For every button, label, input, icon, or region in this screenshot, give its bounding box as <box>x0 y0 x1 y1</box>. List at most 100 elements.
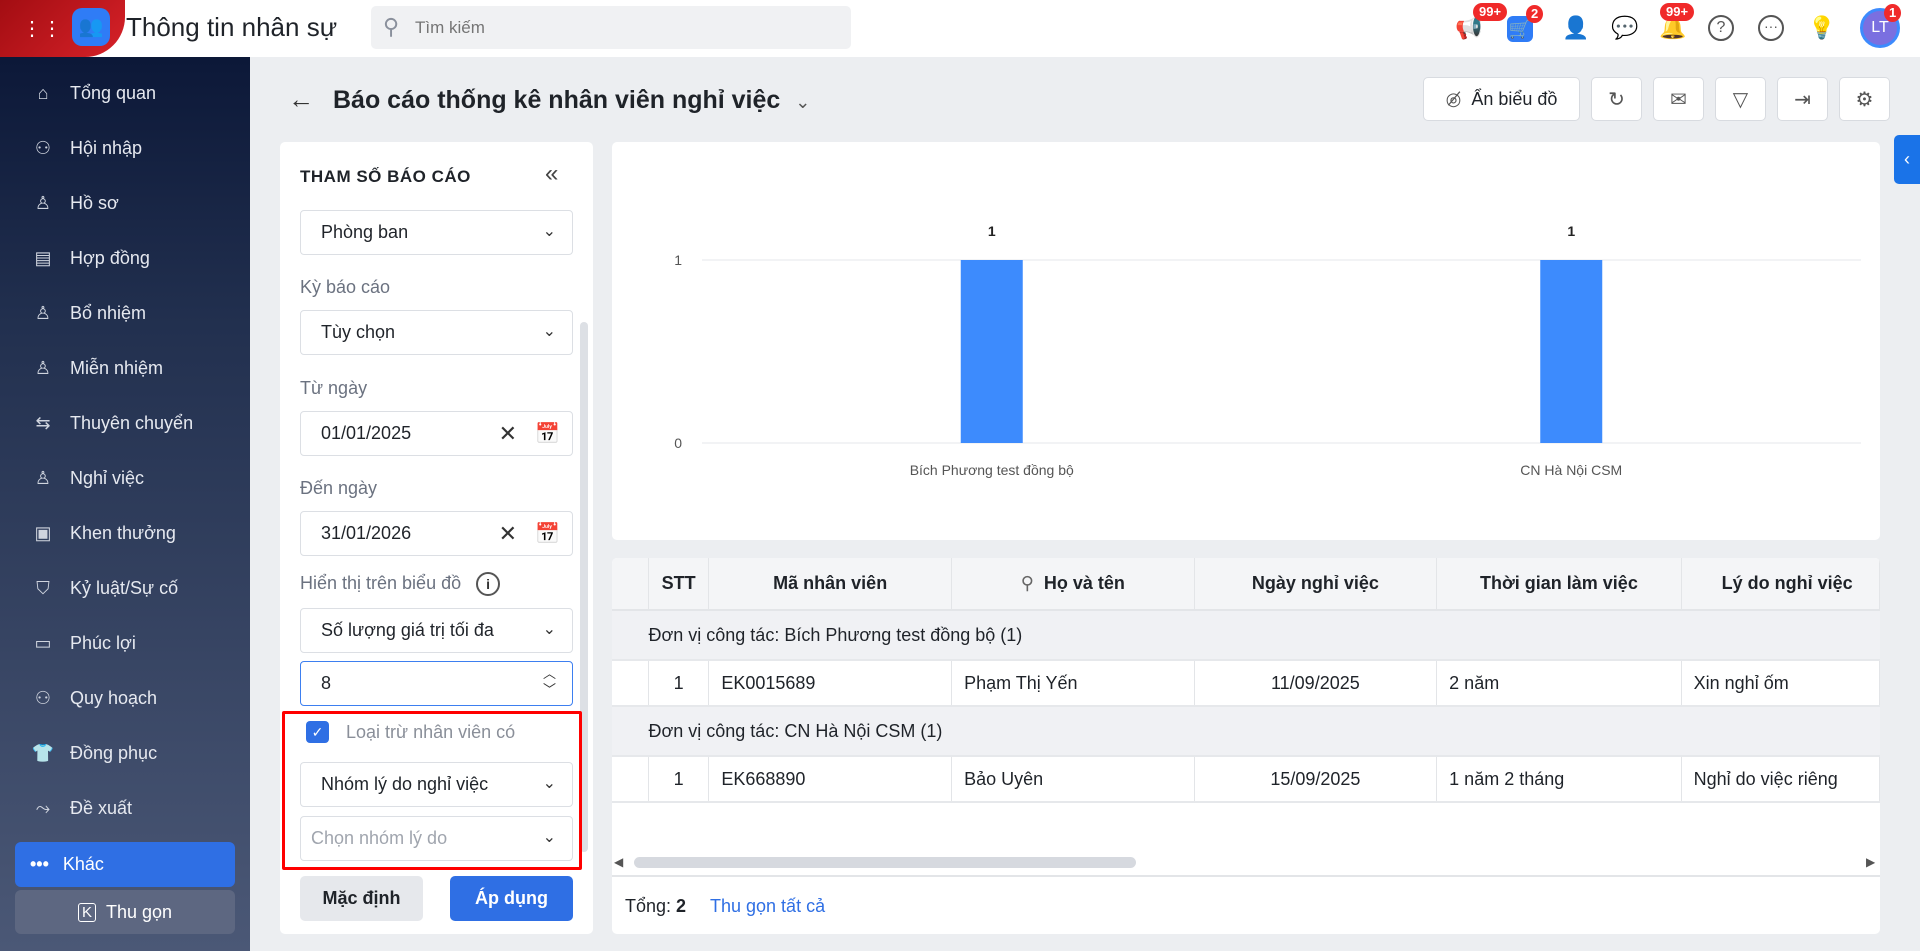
idea-book-icon[interactable]: 💡 <box>1808 15 1836 40</box>
settings-button[interactable]: ⚙ <box>1839 77 1890 121</box>
award-icon: ▣ <box>34 522 52 543</box>
chevron-down-icon[interactable]: ⌄ <box>795 92 811 112</box>
calendar-icon[interactable]: 📅 <box>535 423 560 445</box>
email-button[interactable]: ✉ <box>1653 77 1704 121</box>
more-icon[interactable]: ··· <box>1758 15 1784 41</box>
default-button[interactable]: Mặc định <box>300 876 423 921</box>
sidebar-item-6[interactable]: ⇆ Thuyên chuyển <box>0 398 250 448</box>
sidebar-item-label: Hồ sơ <box>70 192 119 213</box>
data-label: 1 <box>1567 223 1575 239</box>
sidebar-item-7[interactable]: ♙ Nghỉ việc <box>0 453 250 503</box>
chevron-down-icon: ⌄ <box>542 829 556 846</box>
sidebar-item-label: Đề xuất <box>70 797 133 818</box>
pin-icon[interactable]: ⚲ <box>1020 573 1034 593</box>
table-cell: EK0015689 <box>708 660 953 707</box>
group-row[interactable]: Đơn vị công tác: Bích Phương test đồng b… <box>612 610 1880 661</box>
sidebar-item-1[interactable]: ⚇ Hội nhập <box>0 123 250 173</box>
mail-icon: ✉ <box>1670 88 1687 111</box>
calendar-icon[interactable]: 📅 <box>535 523 560 545</box>
column-header[interactable]: Mã nhân viên <box>708 558 953 611</box>
refresh-button[interactable]: ↻ <box>1591 77 1642 121</box>
document-icon: ▤ <box>34 247 52 268</box>
cart-icon[interactable]: 🛒 <box>1507 16 1533 42</box>
sidebar-item-more[interactable]: ••• Khác <box>15 842 235 887</box>
add-user-icon[interactable]: 👤 <box>1562 15 1590 40</box>
column-header[interactable]: Lý do nghỉ việc <box>1681 558 1880 611</box>
total-count: Tổng: 2 <box>625 896 687 916</box>
table-row[interactable]: 1 EK0015689 Phạm Thị Yến 11/09/2025 2 năm Xin… <box>612 660 1880 707</box>
sidebar-item-0[interactable]: ⌂ Tổng quan <box>0 68 250 118</box>
table-cell: 11/09/2025 <box>1194 660 1438 707</box>
table-cell: 1 <box>648 660 710 707</box>
sidebar-item-12[interactable]: 👕 Đồng phục <box>0 728 250 778</box>
reason-group-select[interactable]: Chọn nhóm lý do ⌄ <box>300 816 573 861</box>
collapse-sidebar-button[interactable]: K Thu gọn <box>15 890 235 934</box>
column-header[interactable]: Thời gian làm việc <box>1436 558 1682 611</box>
chat-icon[interactable]: 💬 <box>1611 15 1639 40</box>
scroll-right-icon[interactable]: ▶ <box>1866 855 1876 869</box>
to-date-input[interactable]: 31/01/2026 ✕ 📅 <box>300 511 573 556</box>
bar <box>960 260 1023 443</box>
avatar[interactable]: LT <box>1860 8 1900 48</box>
group-row[interactable]: Đơn vị công tác: CN Hà Nội CSM (1) <box>612 706 1880 757</box>
hide-chart-button[interactable]: ◎̸ Ẩn biểu đồ <box>1423 77 1580 121</box>
column-header[interactable]: Ngày nghỉ việc <box>1194 558 1438 611</box>
sidebar-item-label: Quy hoạch <box>70 687 158 708</box>
period-select[interactable]: Tùy chọn ⌄ <box>300 310 573 355</box>
benefit-icon: ▭ <box>34 632 52 653</box>
help-icon[interactable]: ? <box>1708 15 1734 41</box>
clear-icon[interactable]: ✕ <box>498 521 517 546</box>
exclude-type-select[interactable]: Nhóm lý do nghỉ việc ⌄ <box>300 762 573 807</box>
refresh-icon: ↻ <box>1608 88 1625 111</box>
cart-badge: 2 <box>1526 5 1544 23</box>
more-dots-icon: ••• <box>30 854 49 874</box>
sidebar-item-9[interactable]: ⛉ Kỷ luật/Sự cố <box>0 563 250 613</box>
stepper-arrows-icon[interactable]: ︿ ﹀ <box>542 666 556 697</box>
horizontal-scrollbar[interactable] <box>634 857 1136 868</box>
panel-scrollbar[interactable] <box>580 322 588 852</box>
page-title[interactable]: Báo cáo thống kê nhân viên nghỉ việc ⌄ <box>333 86 811 114</box>
filter-button[interactable]: ▽ <box>1715 77 1766 121</box>
export-button[interactable]: ⇥ <box>1777 77 1828 121</box>
exclude-checkbox[interactable]: ✓ <box>306 721 329 743</box>
filter-icon: ▽ <box>1732 88 1749 111</box>
sidebar-item-5[interactable]: ♙ Miễn nhiệm <box>0 343 250 393</box>
column-header[interactable]: ⚲ Họ và tên <box>951 558 1195 611</box>
sidebar-item-3[interactable]: ▤ Hợp đồng <box>0 233 250 283</box>
shirt-icon: 👕 <box>31 742 55 763</box>
employee-table: STT Mã nhân viên ⚲ Họ và tên Ngày nghỉ việc T… <box>612 558 1880 803</box>
sidebar-item-label: Thuyên chuyển <box>70 412 194 433</box>
display-select[interactable]: Số lượng giá trị tối đa ⌄ <box>300 608 573 653</box>
from-date-input[interactable]: 01/01/2025 ✕ 📅 <box>300 411 573 456</box>
collapse-all-link[interactable]: Thu gọn tất cả <box>710 896 826 916</box>
group-by-select[interactable]: Phòng ban ⌄ <box>300 210 573 255</box>
collapse-panel-icon[interactable]: « <box>545 160 559 187</box>
app-grid-icon[interactable]: ⋮⋮ <box>22 18 62 40</box>
max-value-stepper[interactable]: 8 ︿ ﹀ <box>300 661 573 706</box>
sidebar-item-13[interactable]: ⤳ Đề xuất <box>0 783 250 833</box>
column-header[interactable]: STT <box>648 558 710 611</box>
apply-button[interactable]: Áp dụng <box>450 876 573 921</box>
period-label: Kỳ báo cáo <box>300 277 391 297</box>
params-title: THAM SỐ BÁO CÁO <box>300 167 471 186</box>
x-tick-label: CN Hà Nội CSM <box>1520 462 1622 478</box>
scroll-left-icon[interactable]: ◀ <box>614 855 624 869</box>
sidebar-item-4[interactable]: ♙ Bổ nhiệm <box>0 288 250 338</box>
sidebar-item-label: Khác <box>62 854 104 874</box>
search-input[interactable] <box>415 6 835 49</box>
sidebar-item-2[interactable]: ♙ Hồ sơ <box>0 178 250 228</box>
sidebar-item-8[interactable]: ▣ Khen thưởng <box>0 508 250 558</box>
right-panel-toggle[interactable]: ‹ <box>1894 135 1920 184</box>
search-box[interactable]: ⚲ <box>371 6 851 49</box>
clear-icon[interactable]: ✕ <box>498 421 517 446</box>
shield-icon: ⛉ <box>36 577 50 598</box>
report-params-panel: THAM SỐ BÁO CÁO « Phòng ban ⌄ Kỳ báo cáo … <box>280 142 593 934</box>
table-cell: 1 năm 2 tháng <box>1436 756 1682 803</box>
info-icon[interactable]: i <box>476 572 501 596</box>
sidebar-item-label: Kỷ luật/Sự cố <box>70 577 179 598</box>
back-arrow-icon[interactable]: ← <box>288 84 314 114</box>
footer-divider <box>612 875 1880 877</box>
sidebar-item-11[interactable]: ⚇ Quy hoạch <box>0 673 250 723</box>
sidebar-item-10[interactable]: ▭ Phúc lợi <box>0 618 250 668</box>
table-row[interactable]: 1 EK668890 Bảo Uyên 15/09/2025 1 năm 2 tháng… <box>612 756 1880 803</box>
